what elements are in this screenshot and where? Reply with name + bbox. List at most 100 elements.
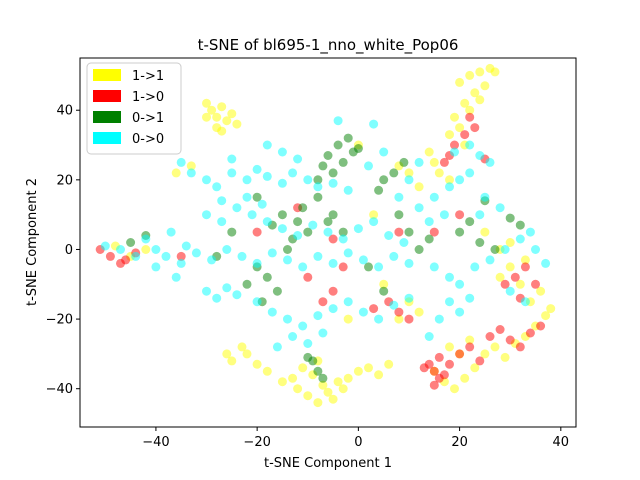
scatter-point <box>353 224 363 234</box>
scatter-point <box>389 251 399 261</box>
scatter-point <box>455 123 465 133</box>
scatter-point <box>328 168 338 178</box>
scatter-point <box>343 133 353 143</box>
scatter-point <box>434 168 444 178</box>
scatter-point <box>202 210 211 220</box>
scatter-point <box>328 286 338 296</box>
scatter-point <box>369 217 379 227</box>
scatter-point <box>445 342 454 352</box>
scatter-point <box>141 245 151 254</box>
scatter-point <box>434 314 444 324</box>
scatter-point <box>227 227 237 237</box>
scatter-point <box>429 366 439 376</box>
scatter-point <box>384 359 394 369</box>
scatter-point <box>374 262 384 272</box>
scatter-point <box>374 370 384 380</box>
scatter-point <box>480 227 490 237</box>
scatter-point <box>465 168 475 178</box>
x-tick-label: −40 <box>142 435 169 450</box>
scatter-point <box>313 366 323 376</box>
scatter-point <box>313 175 323 185</box>
scatter-point <box>445 175 454 185</box>
scatter-point <box>480 192 490 202</box>
scatter-point <box>222 116 232 126</box>
scatter-point <box>202 98 211 108</box>
scatter-point <box>252 227 262 237</box>
scatter-point <box>505 238 515 247</box>
scatter-point <box>455 227 465 237</box>
scatter-point <box>374 314 384 324</box>
scatter-point <box>465 342 475 352</box>
scatter-point <box>490 245 500 254</box>
scatter-point <box>399 238 409 247</box>
scatter-point <box>470 88 480 98</box>
legend-swatch <box>93 69 121 81</box>
scatter-point <box>186 161 196 171</box>
scatter-point <box>525 328 535 338</box>
scatter-point <box>277 147 287 157</box>
scatter-point <box>222 349 232 359</box>
y-tick-label: 40 <box>56 104 73 119</box>
legend-label: 1->1 <box>132 69 164 84</box>
scatter-point <box>151 262 161 272</box>
scatter-point <box>267 307 277 317</box>
scatter-point <box>318 297 328 307</box>
scatter-point <box>212 182 222 192</box>
scatter-point <box>445 297 454 307</box>
scatter-point <box>455 77 465 87</box>
scatter-point <box>288 168 298 178</box>
scatter-point <box>313 182 323 192</box>
legend-label: 0->1 <box>132 111 164 126</box>
scatter-point <box>323 217 333 227</box>
scatter-point <box>541 311 551 321</box>
scatter-point <box>379 286 389 296</box>
scatter-point <box>460 373 470 383</box>
scatter-point <box>217 196 227 206</box>
scatter-point <box>399 157 409 167</box>
scatter-point <box>455 307 465 317</box>
scatter-point <box>429 227 439 237</box>
scatter-point <box>505 262 515 272</box>
scatter-point <box>252 192 262 202</box>
scatter-point <box>141 234 151 244</box>
scatter-point <box>505 286 515 296</box>
y-axis-label: t-SNE Component 2 <box>25 178 40 306</box>
scatter-point <box>293 231 303 240</box>
scatter-point <box>520 255 530 265</box>
scatter-point <box>313 311 323 321</box>
scatter-point <box>323 151 333 160</box>
scatter-point <box>424 332 434 341</box>
legend-label: 0->0 <box>132 132 164 147</box>
scatter-point <box>394 307 404 317</box>
scatter-point <box>252 164 262 174</box>
scatter-point <box>207 105 217 115</box>
scatter-point <box>100 241 110 251</box>
scatter-point <box>343 248 353 258</box>
scatter-point <box>277 377 287 387</box>
scatter-point <box>176 251 186 261</box>
scatter-point <box>293 154 303 164</box>
scatter-point <box>126 238 136 247</box>
scatter-point <box>531 279 540 289</box>
scatter-point <box>465 140 475 150</box>
scatter-point <box>546 304 556 314</box>
plot-area <box>95 63 556 408</box>
scatter-point <box>338 262 348 272</box>
scatter-point <box>515 342 525 352</box>
x-tick-label: 40 <box>553 435 570 450</box>
scatter-point <box>298 321 308 331</box>
scatter-point <box>475 238 485 247</box>
scatter-point <box>313 192 323 202</box>
scatter-point <box>222 283 232 293</box>
scatter-point <box>465 112 475 122</box>
scatter-point <box>293 384 303 394</box>
scatter-point <box>379 175 389 185</box>
scatter-point <box>450 147 459 157</box>
scatter-point <box>470 363 480 373</box>
scatter-point <box>303 175 313 185</box>
scatter-point <box>404 168 414 178</box>
scatter-point <box>439 370 449 380</box>
scatter-point <box>369 119 379 129</box>
scatter-point <box>323 387 333 397</box>
scatter-point <box>313 251 323 261</box>
